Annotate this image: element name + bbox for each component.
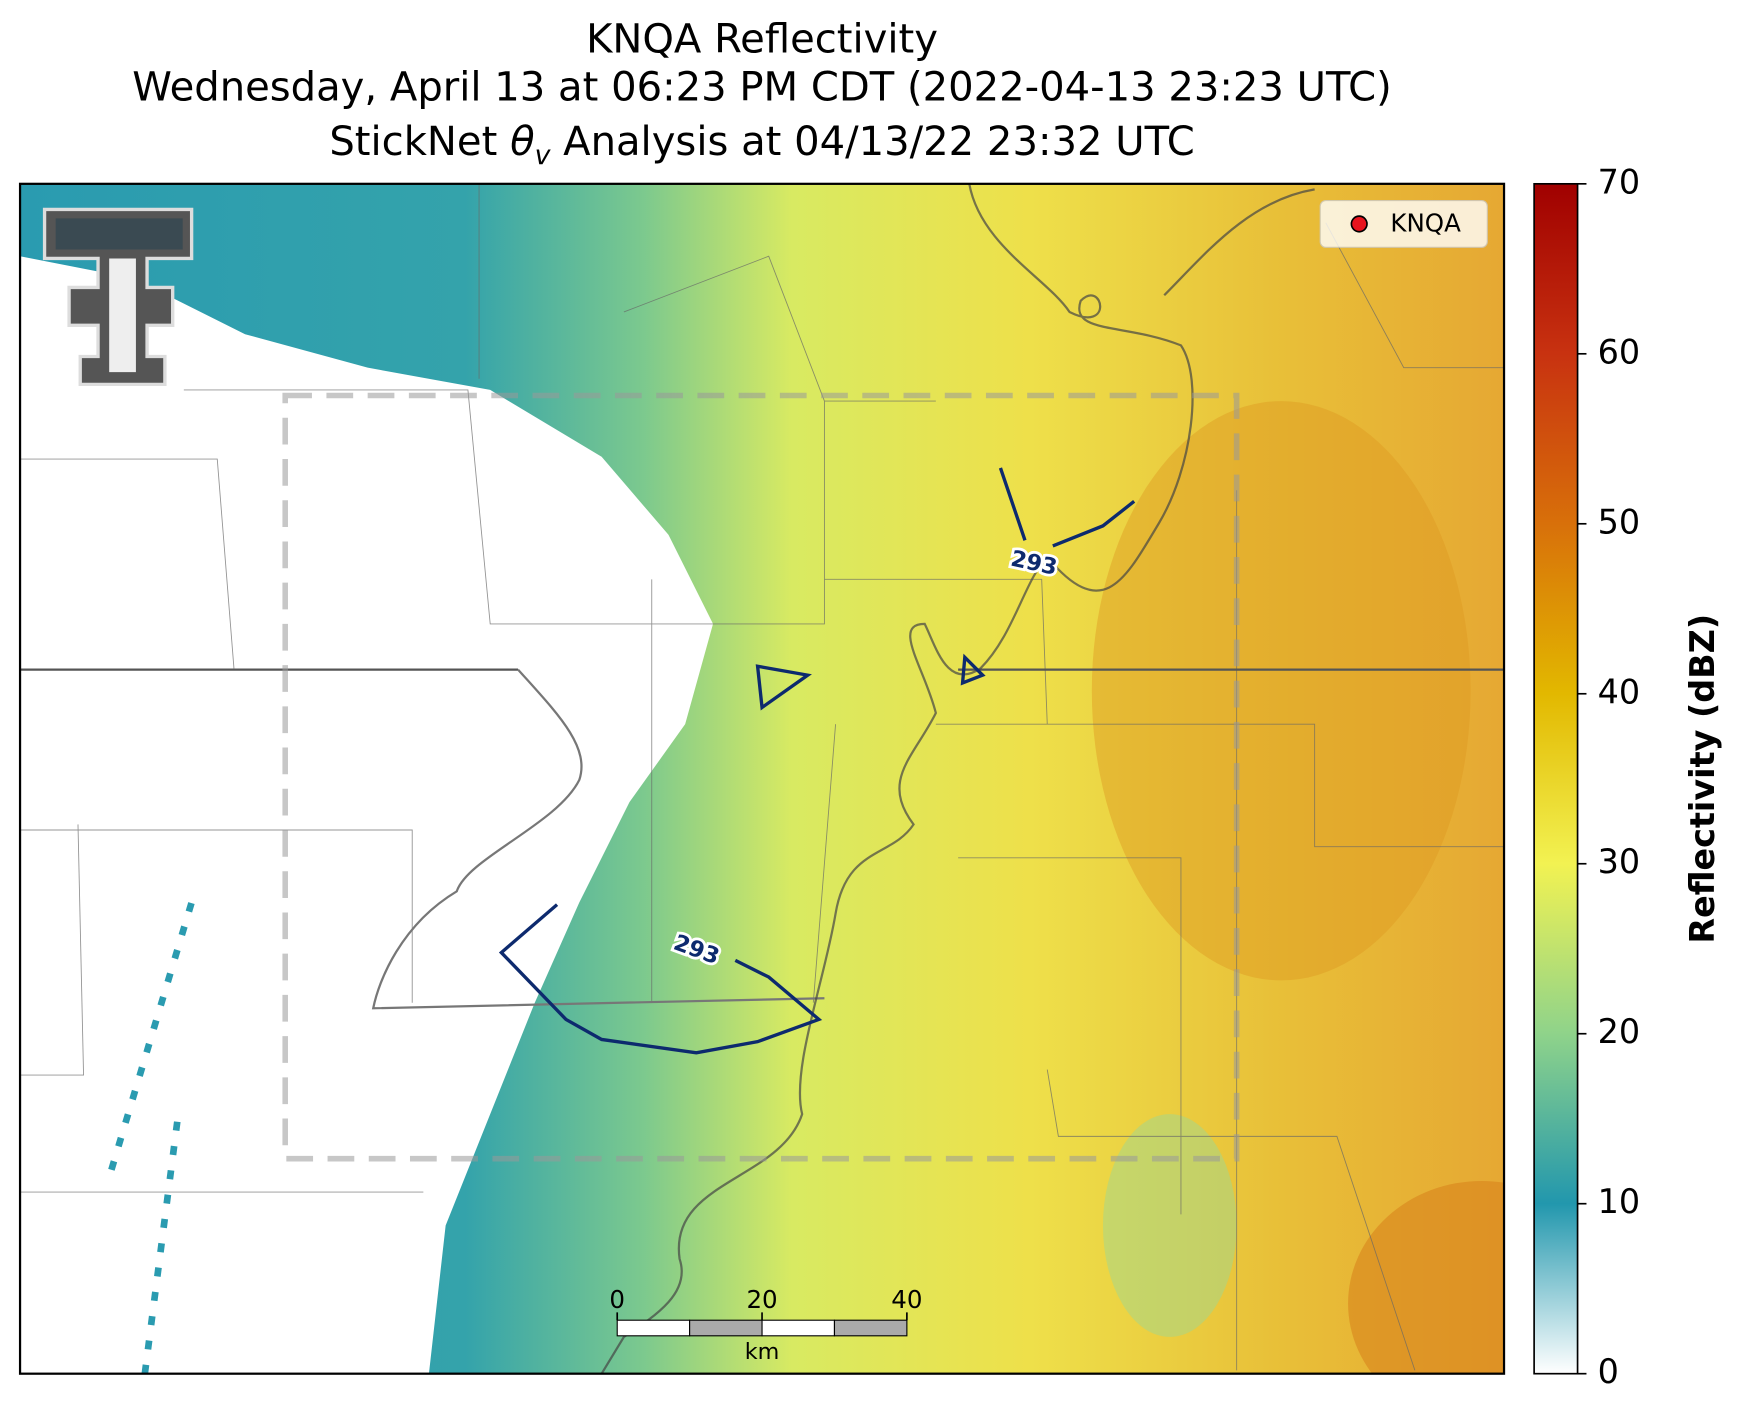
colorbar <box>1533 182 1579 1375</box>
echo <box>108 890 199 1374</box>
scale-bar: km 0 20 40 <box>609 1285 922 1365</box>
echo <box>1091 401 1471 981</box>
echo <box>1348 1180 1505 1374</box>
colorbar-tick-label: 30 <box>1598 842 1641 881</box>
river <box>600 183 1194 1374</box>
legend: KNQA <box>1319 199 1488 248</box>
colorbar-tick-label: 20 <box>1598 1012 1641 1051</box>
river <box>1163 188 1315 297</box>
title-line: KNQA Reflectivity <box>586 16 938 62</box>
colorbar-tick-label: 10 <box>1598 1182 1641 1221</box>
colorbar-tick-label: 50 <box>1598 502 1641 541</box>
logo <box>42 207 194 387</box>
colorbar-label: Reflectivity (dBZ) <box>1683 614 1722 944</box>
scale-bar-unit: km <box>745 1339 780 1365</box>
state-line <box>371 668 825 1010</box>
map: 293 293 km 0 20 40 KNQA <box>20 183 1505 1374</box>
title-subscript: v <box>535 140 552 171</box>
map-frame <box>18 182 1506 1375</box>
title-line: StickNet θv Analysis at 04/13/22 23:32 U… <box>329 119 1194 171</box>
colorbar-tick-label: 70 <box>1598 162 1641 201</box>
analysis-domain <box>282 392 1240 1162</box>
legend-label: KNQA <box>1390 209 1461 238</box>
echo <box>1102 1114 1237 1337</box>
figure: KNQA Reflectivity Wednesday, April 13 at… <box>18 16 1722 1391</box>
title-text: Analysis at 04/13/22 23:32 UTC <box>550 119 1194 165</box>
title-line: Wednesday, April 13 at 06:23 PM CDT (202… <box>132 64 1392 110</box>
colorbar-tick-label: 40 <box>1598 672 1641 711</box>
scale-bar-tick-label: 20 <box>746 1285 777 1314</box>
scale-bar-tick-label: 0 <box>609 1285 625 1314</box>
scale-bar-tick-label: 40 <box>891 1285 922 1314</box>
no-echo-area <box>20 256 714 1374</box>
colorbar-tick-label: 0 <box>1598 1352 1619 1391</box>
title-symbol: θ <box>510 119 535 165</box>
title-text: StickNet <box>329 119 510 165</box>
colorbar-tick-label: 60 <box>1598 332 1641 371</box>
contours <box>498 467 1136 1055</box>
legend-marker <box>1350 215 1368 233</box>
